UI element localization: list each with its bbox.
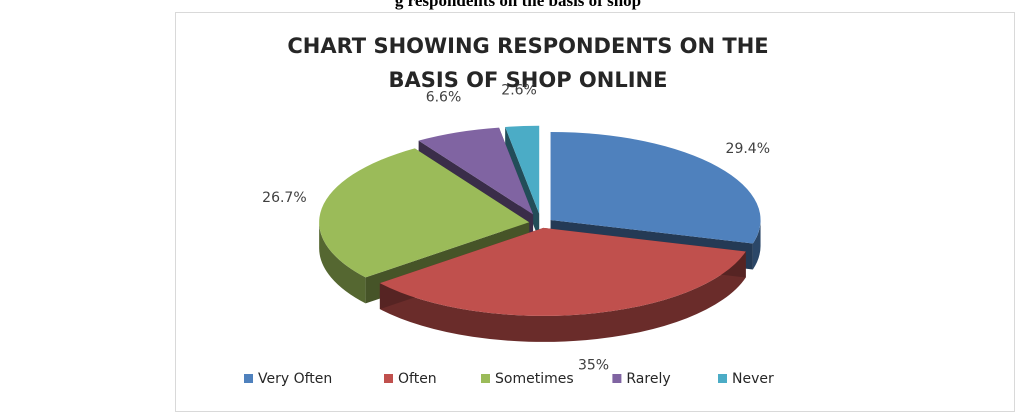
pie-slices	[319, 125, 761, 342]
pie-slice-often	[379, 227, 746, 342]
legend-swatch-very-often	[244, 374, 253, 383]
slice-top-face	[550, 131, 761, 244]
pie-chart: CHART SHOWING RESPONDENTS ON THE BASIS O…	[244, 34, 774, 387]
slice-side-wall	[379, 251, 746, 342]
legend-swatch-never	[718, 374, 727, 383]
slice-side-wall	[319, 222, 366, 304]
legend-swatch-often	[384, 374, 393, 383]
legend-label-sometimes: Sometimes	[495, 371, 574, 387]
slice-top-face	[505, 125, 540, 214]
data-label-rarely: 6.6%	[426, 90, 462, 106]
legend-label-never: Never	[732, 371, 774, 387]
chart-title-line-2: BASIS OF SHOP ONLINE	[389, 68, 668, 92]
slice-side-wall	[752, 219, 761, 270]
chart-area: CHART SHOWING RESPONDENTS ON THE BASIS O…	[175, 12, 1015, 412]
chart-title-line-1: CHART SHOWING RESPONDENTS ON THE	[287, 34, 768, 58]
legend-swatch-sometimes	[481, 374, 490, 383]
legend-label-very-often: Very Often	[258, 371, 332, 387]
data-label-often: 35%	[578, 358, 609, 374]
slice-top-face	[418, 127, 534, 215]
slice-top-face	[319, 148, 530, 278]
data-label-very-often: 29.4%	[726, 141, 770, 157]
data-labels: 29.4% 35% 26.7% 6.6% 2.6%	[262, 82, 770, 373]
slice-top-face	[379, 227, 746, 316]
data-label-sometimes: 26.7%	[262, 190, 306, 206]
legend-label-rarely: Rarely	[626, 371, 670, 387]
chart-legend: Very Often Often Sometimes Rarely Never	[244, 371, 774, 387]
legend-swatch-rarely	[612, 374, 622, 383]
data-label-never: 2.6%	[501, 82, 537, 98]
figure-caption: g respondents on the basis of shop	[394, 0, 642, 10]
legend-label-often: Often	[398, 371, 437, 387]
